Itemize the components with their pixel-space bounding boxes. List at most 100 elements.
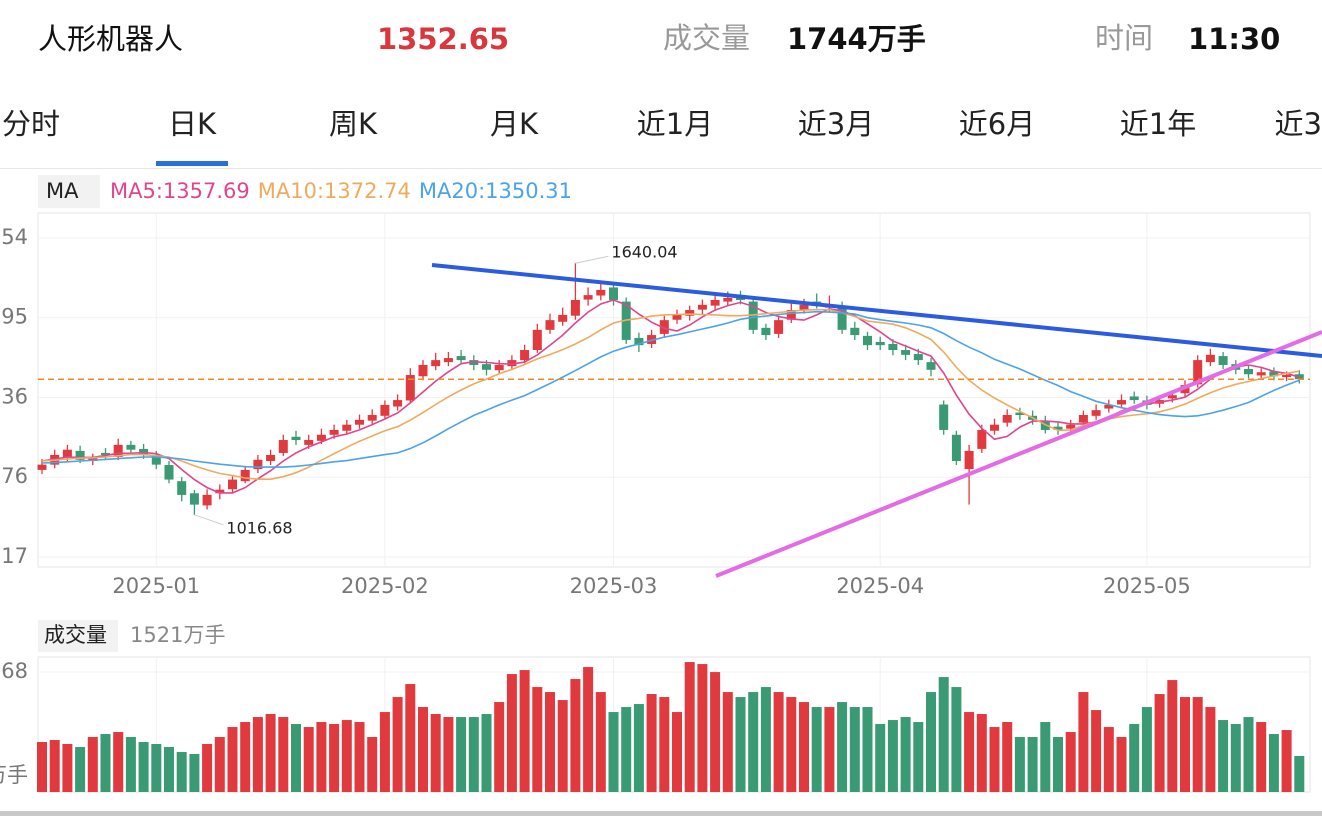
volume-bar: [214, 737, 225, 792]
volume-bar: [900, 717, 911, 792]
volume-bar: [202, 744, 213, 792]
candle-body: [1218, 356, 1228, 365]
volume-bar: [672, 712, 682, 792]
candle-body: [1002, 414, 1012, 423]
candle-body: [799, 304, 809, 310]
candle-body: [558, 314, 568, 322]
volume-bar: [519, 670, 530, 792]
candle-body: [583, 295, 593, 300]
volume-bar: [1243, 717, 1254, 792]
candle-body: [926, 362, 936, 370]
candle-body: [228, 479, 237, 490]
volume-bar: [1002, 722, 1013, 792]
candle-body: [697, 304, 707, 310]
y-tick-label: 1109.76: [0, 464, 28, 488]
volume-bar: [405, 684, 416, 792]
volume-bar: [1205, 707, 1216, 792]
volume-bar: [303, 727, 314, 792]
candle-body: [659, 320, 669, 334]
candle-body: [507, 360, 517, 367]
volume-bar: [189, 754, 200, 792]
candle-body: [837, 305, 847, 330]
tab[interactable]: 近3: [1275, 107, 1322, 141]
volume-title: 成交量: [44, 623, 107, 647]
volume-bar: [989, 727, 1000, 792]
volume-bar: [430, 714, 441, 792]
candle-body: [1193, 360, 1203, 385]
volume-bar: [1154, 694, 1165, 792]
candle-body: [101, 452, 110, 455]
candle-body: [964, 450, 974, 470]
volume-bar: [291, 724, 301, 792]
tab[interactable]: 周K: [329, 107, 378, 141]
volume-bar: [811, 707, 822, 792]
volume-bar: [1141, 707, 1152, 792]
volume-bar: [938, 677, 949, 792]
price-plot-frame: [37, 212, 1311, 568]
volume-bar: [608, 712, 619, 792]
candle-body: [443, 358, 453, 363]
volume-bar: [252, 717, 263, 792]
volume-bar: [532, 687, 543, 792]
volume-bar: [329, 724, 340, 792]
candle-body: [367, 414, 377, 421]
candle-body: [1066, 424, 1076, 429]
volume-bar: [697, 664, 708, 792]
candle-body: [532, 329, 542, 351]
volume-bar: [240, 722, 251, 792]
x-tick-label: 2025-02: [341, 574, 429, 598]
volume-bar: [646, 694, 657, 792]
volume-bar: [633, 704, 644, 792]
tab[interactable]: 近1年: [1120, 107, 1196, 141]
volume-title-box: [38, 620, 118, 652]
volume-subtitle: 1521万手: [130, 623, 225, 647]
candle-body: [850, 327, 860, 336]
volume-bar: [824, 707, 835, 792]
volume-bar: [710, 672, 721, 792]
y-tick-label: 1504.95: [0, 305, 28, 329]
volume-bar: [748, 692, 759, 792]
candle-body: [1167, 395, 1177, 399]
volume-bar: [862, 707, 873, 792]
candle-body: [723, 297, 733, 302]
volume-bar: [1180, 697, 1190, 792]
volume-bar: [1040, 722, 1051, 792]
candle-body: [482, 364, 491, 370]
volume-bar: [799, 702, 809, 792]
candle-body: [1244, 368, 1253, 375]
candle-body: [266, 454, 276, 462]
tab[interactable]: 近3月: [798, 107, 874, 141]
volume-bar: [1103, 727, 1114, 792]
candle-body: [278, 440, 288, 453]
tab[interactable]: 近1月: [637, 107, 713, 141]
tab[interactable]: 分时: [2, 107, 60, 141]
time-label: 时间: [1095, 21, 1153, 55]
volume-bar: [494, 702, 505, 792]
candle-body: [37, 464, 47, 470]
candle-body: [304, 440, 314, 445]
candle-body: [748, 301, 758, 330]
min-annotation: 1016.68: [226, 518, 292, 537]
candle-body: [570, 299, 580, 316]
candle-body: [990, 424, 999, 431]
tab[interactable]: 日K: [168, 107, 217, 141]
volume-bar: [1294, 755, 1305, 792]
tab[interactable]: 近6月: [959, 107, 1035, 141]
candle-body: [1256, 372, 1266, 376]
volume-bar: [100, 734, 111, 792]
volume-bar: [1078, 692, 1089, 792]
volume-bar: [1065, 732, 1076, 792]
x-tick-label: 2025-05: [1103, 574, 1191, 598]
candle-body: [405, 375, 415, 401]
candle-body: [672, 314, 682, 320]
volume-bar: [138, 742, 149, 792]
candle-body: [126, 444, 136, 450]
volume-bar: [887, 720, 898, 792]
volume-bar: [1268, 734, 1279, 792]
ma-line: [41, 299, 1300, 494]
tab[interactable]: 月K: [490, 107, 539, 141]
volume-bar: [926, 692, 936, 792]
candle-body: [545, 320, 555, 330]
candle-body: [786, 310, 796, 320]
